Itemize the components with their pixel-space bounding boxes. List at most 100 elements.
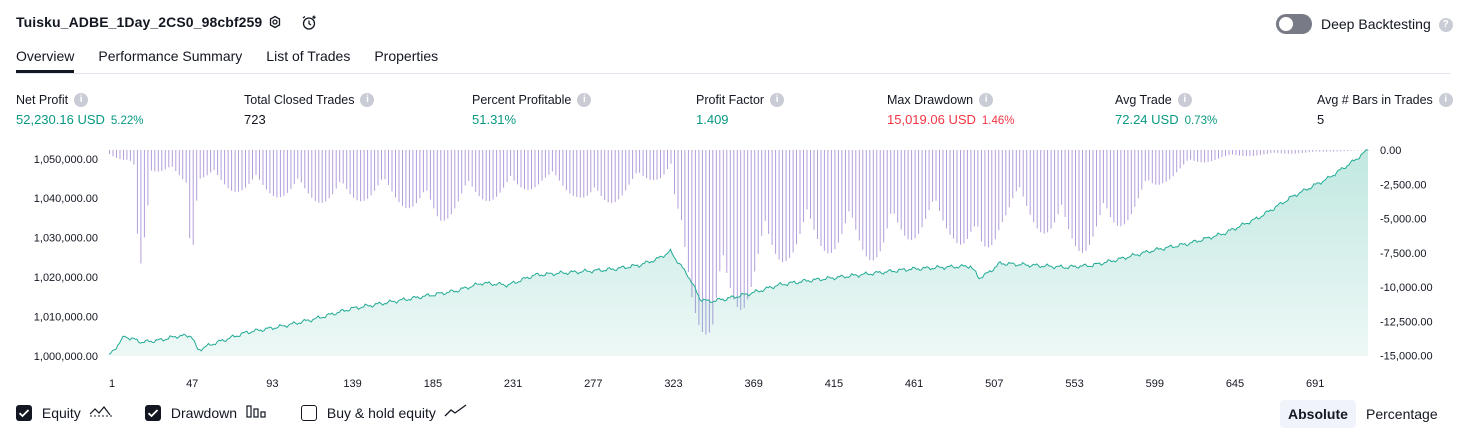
drawdown-bar xyxy=(1015,150,1017,192)
drawdown-bar xyxy=(733,150,735,300)
drawdown-bar xyxy=(740,150,742,310)
drawdown-bar xyxy=(743,150,745,308)
tab-performance-summary[interactable]: Performance Summary xyxy=(98,48,243,64)
x-tick-label: 369 xyxy=(745,378,763,390)
left-tick-label: 1,000,000.00 xyxy=(34,351,98,363)
drawdown-bar xyxy=(775,150,777,254)
mode-percentage-button[interactable]: Percentage xyxy=(1366,406,1438,422)
buyhold-toggle-label: Buy & hold equity xyxy=(326,404,436,421)
drawdown-toggle[interactable]: Drawdown xyxy=(145,403,267,422)
drawdown-bar xyxy=(701,150,703,332)
drawdown-bar xyxy=(164,150,166,170)
drawdown-bar xyxy=(987,150,989,248)
drawdown-bar xyxy=(827,150,829,254)
drawdown-bar xyxy=(722,150,724,256)
drawdown-bar xyxy=(1361,150,1362,151)
tab-properties[interactable]: Properties xyxy=(374,48,439,64)
drawdown-bar xyxy=(851,150,853,218)
drawdown-bar xyxy=(771,150,773,245)
tab-overview[interactable]: Overview xyxy=(16,48,75,73)
drawdown-bar xyxy=(398,150,400,203)
drawdown-bar xyxy=(726,150,728,273)
drawdown-bar xyxy=(551,150,553,172)
drawdown-bar xyxy=(1089,150,1090,245)
drawdown-bar xyxy=(374,150,376,191)
x-tick-label: 507 xyxy=(985,378,1003,390)
drawdown-bar xyxy=(1068,150,1070,229)
drawdown-bar xyxy=(1078,150,1080,251)
alert-clock-icon[interactable] xyxy=(300,14,318,32)
drawdown-bar xyxy=(649,150,651,180)
drawdown-bar xyxy=(1099,150,1101,216)
equity-toggle[interactable]: Equity xyxy=(16,403,113,422)
drawdown-bar xyxy=(503,150,505,188)
info-icon[interactable]: i xyxy=(1438,93,1453,107)
equity-checkbox[interactable] xyxy=(16,404,32,421)
drawdown-bar xyxy=(112,150,114,157)
equity-area xyxy=(109,149,1368,356)
x-tick-label: 231 xyxy=(504,378,522,390)
info-icon[interactable]: i xyxy=(1177,93,1192,107)
right-tick-label: -15,000.00 xyxy=(1380,351,1433,363)
drawdown-bar xyxy=(1012,150,1014,199)
drawdown-bar xyxy=(747,150,749,300)
info-icon[interactable]: i xyxy=(360,93,375,107)
drawdown-bar xyxy=(754,150,756,272)
x-axis: 1 47 93 139 185 231 277 323 369 415 461 507 553 599 64… xyxy=(109,378,1324,390)
drawdown-bar xyxy=(750,150,752,287)
drawdown-bar xyxy=(590,150,592,193)
drawdown-bar xyxy=(492,150,494,200)
drawdown-bar xyxy=(402,150,403,206)
drawdown-bar xyxy=(325,150,327,202)
drawdown-bar xyxy=(635,150,637,174)
drawdown-bar xyxy=(353,150,355,198)
drawdown-bar xyxy=(1085,150,1087,251)
drawdown-bar xyxy=(548,150,550,175)
equity-drawdown-chart[interactable]: 1,050,000.00 1,040,000.00 1,030,000.00 1,02… xyxy=(0,140,1466,392)
tab-list-of-trades[interactable]: List of Trades xyxy=(266,48,351,64)
drawdown-bar xyxy=(562,150,564,186)
drawdown-bar xyxy=(527,150,529,190)
drawdown-bar xyxy=(1134,150,1136,207)
info-icon[interactable]: i xyxy=(577,93,592,107)
drawdown-bar xyxy=(377,150,379,186)
drawdown-bar xyxy=(1225,150,1226,156)
x-tick-label: 139 xyxy=(343,378,361,390)
drawdown-bar xyxy=(531,150,532,190)
drawdown-bar xyxy=(914,150,916,239)
settings-icon[interactable] xyxy=(266,14,284,32)
drawdown-bar xyxy=(736,150,738,308)
drawdown-bar xyxy=(1123,150,1125,225)
metric-avg-bars: Avg # Bars in Trades i 5 xyxy=(1317,93,1453,127)
info-icon[interactable]: i xyxy=(979,93,994,107)
drawdown-bar xyxy=(1106,150,1108,209)
drawdown-bar xyxy=(980,150,982,242)
drawdown-bar xyxy=(1092,150,1094,237)
drawdown-bar xyxy=(1061,150,1063,205)
info-icon[interactable]: i xyxy=(770,93,785,107)
drawdown-bar xyxy=(388,150,389,186)
drawdown-bar xyxy=(123,150,124,160)
drawdown-bar xyxy=(405,150,407,208)
drawdown-bar xyxy=(408,150,410,209)
drawdown-bar xyxy=(886,150,888,229)
drawdown-bar xyxy=(196,150,198,201)
drawdown-bar xyxy=(890,150,892,214)
help-icon[interactable]: ? xyxy=(1438,18,1453,33)
drawdown-bar xyxy=(185,150,187,183)
drawdown-bar xyxy=(998,150,1000,231)
drawdown-bar xyxy=(729,150,731,288)
drawdown-bar xyxy=(192,150,194,245)
drawdown-checkbox[interactable] xyxy=(145,404,161,421)
drawdown-bar xyxy=(789,150,791,258)
drawdown-bar xyxy=(810,150,811,219)
drawdown-bar xyxy=(513,150,515,181)
deep-backtesting-toggle[interactable] xyxy=(1276,14,1312,34)
info-icon[interactable]: i xyxy=(74,93,89,107)
drawdown-bar xyxy=(307,150,309,194)
buyhold-toggle[interactable]: Buy & hold equity xyxy=(301,403,468,422)
mode-absolute-button[interactable]: Absolute xyxy=(1280,400,1356,428)
drawdown-bar xyxy=(116,150,117,158)
buyhold-checkbox[interactable] xyxy=(301,404,317,421)
drawdown-bar xyxy=(150,150,152,171)
